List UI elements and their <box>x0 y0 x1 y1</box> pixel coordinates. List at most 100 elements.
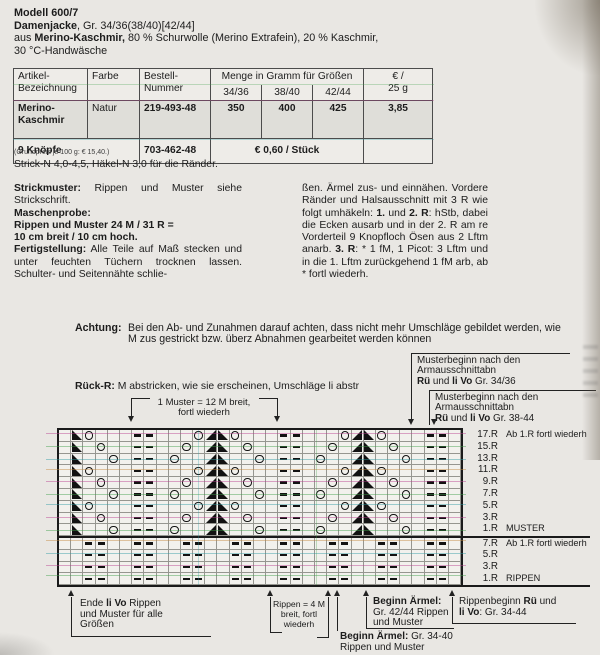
chart-cell <box>132 477 145 489</box>
purl-dash-symbol <box>231 577 239 580</box>
yarn-over-symbol <box>194 466 203 476</box>
chart-row-label: 1.R <box>482 572 498 584</box>
col-header-menge: Menge in Gramm für Größen <box>210 68 364 85</box>
chart-cell <box>351 512 364 525</box>
chart-cell <box>254 573 267 586</box>
yarn-over-symbol <box>328 478 337 487</box>
chart-cell <box>412 524 425 537</box>
yarn-over-symbol <box>340 466 350 476</box>
chart-cell <box>132 453 145 466</box>
chart-cell <box>351 524 364 537</box>
chart-cell <box>193 538 206 550</box>
yarn-over-symbol <box>340 431 350 440</box>
chart-cell <box>168 465 181 478</box>
chart-cell <box>412 488 425 501</box>
chart-cell <box>266 538 279 550</box>
purl-dash-symbol <box>426 493 434 496</box>
chart-cell <box>193 524 206 537</box>
chart-cell <box>375 512 389 525</box>
chart-cell <box>266 488 279 501</box>
chart-section-note: RIPPEN <box>506 572 541 583</box>
chart-cell <box>83 430 96 442</box>
purl-dash-symbol <box>85 542 93 545</box>
chart-cell <box>266 465 279 478</box>
purl-dash-symbol <box>438 565 446 569</box>
chart-cell <box>241 453 254 466</box>
chart-cell <box>375 524 389 537</box>
chart-cell <box>119 430 133 442</box>
chart-cell <box>229 500 242 513</box>
purl-dash-symbol <box>182 565 190 569</box>
achtung-text: Bei den Ab- und Zunahmen darauf achten, … <box>128 322 561 346</box>
chart-row-label: 1.R <box>482 523 498 535</box>
yarn-over-symbol <box>182 513 191 523</box>
chart-cell <box>375 465 389 478</box>
chart-cell <box>254 512 267 525</box>
chart-cell <box>278 477 291 489</box>
chart-cell <box>314 500 328 513</box>
purl-dash-symbol <box>438 554 446 557</box>
chart-cell <box>229 549 242 562</box>
chart-cell <box>436 441 449 454</box>
chart-cell <box>375 500 389 513</box>
purl-dash-symbol <box>195 565 203 569</box>
chart-cell <box>95 500 108 513</box>
rueck-row-note: Rück-R: M abstricken, wie sie erscheinen… <box>75 381 360 392</box>
chart-cell <box>205 524 218 537</box>
chart-cell <box>400 573 413 586</box>
chart-cell <box>302 512 315 525</box>
chart-cell <box>95 488 108 501</box>
yarn-over-symbol <box>401 490 411 499</box>
chart-cell <box>241 512 254 525</box>
chart-cell <box>71 512 84 525</box>
chart-cell <box>327 561 340 574</box>
chart-cell <box>241 430 254 442</box>
yarn-over-symbol <box>316 490 325 499</box>
chart-cell <box>290 477 303 489</box>
chart-cell <box>449 465 462 478</box>
chart-cell <box>132 561 145 574</box>
chart-cell <box>71 488 84 501</box>
buttons-price-cell: € 0,60 / Stück <box>210 138 364 164</box>
chart-cell <box>339 561 352 574</box>
decrease-triangle-left-symbol <box>218 477 229 488</box>
chart-cell <box>424 561 437 574</box>
decrease-triangle-right-symbol <box>205 489 216 500</box>
yarn-over-symbol <box>243 513 252 523</box>
chart-cell <box>217 488 230 501</box>
purl-dash-symbol <box>292 493 300 496</box>
chart-cell <box>144 512 157 525</box>
chart-cell <box>388 549 401 562</box>
yarn-over-symbol <box>109 454 118 464</box>
rippenbeginn-note: Rippenbeginn Rü und li Vo: Gr. 34-44 <box>459 596 557 618</box>
chart-cell <box>424 524 437 537</box>
chart-cell <box>436 538 449 550</box>
arrow-up-icon <box>334 590 340 596</box>
chart-cell <box>412 500 425 513</box>
yarn-over-symbol <box>316 525 325 535</box>
achtung-note: Achtung: Bei den Ab- und Zunahmen darauf… <box>75 322 568 346</box>
chart-cell <box>254 524 267 537</box>
chart-cell <box>388 441 401 454</box>
bracket-line <box>270 597 271 633</box>
col-header-artikel: Artikel- Bezeichnung <box>13 68 88 101</box>
yarn-over-symbol <box>170 454 179 464</box>
chart-cell <box>254 561 267 574</box>
chart-cell <box>144 549 157 562</box>
chart-cell <box>119 524 133 537</box>
chart-cell <box>144 441 157 454</box>
chart-cell <box>156 441 169 454</box>
leader-line <box>71 597 72 637</box>
chart-cell <box>424 549 437 562</box>
purl-dash-symbol <box>195 542 203 545</box>
chart-cell <box>144 561 157 574</box>
chart-cell <box>71 477 84 489</box>
muster-rippen-divider-line <box>57 536 590 538</box>
chart-cell <box>449 573 462 586</box>
chart-cell <box>59 549 72 562</box>
purl-dash-symbol <box>426 554 434 557</box>
chart-cell <box>217 477 230 489</box>
purl-dash-symbol <box>85 577 93 580</box>
purl-dash-symbol <box>134 577 142 580</box>
chart-cell <box>351 538 364 550</box>
